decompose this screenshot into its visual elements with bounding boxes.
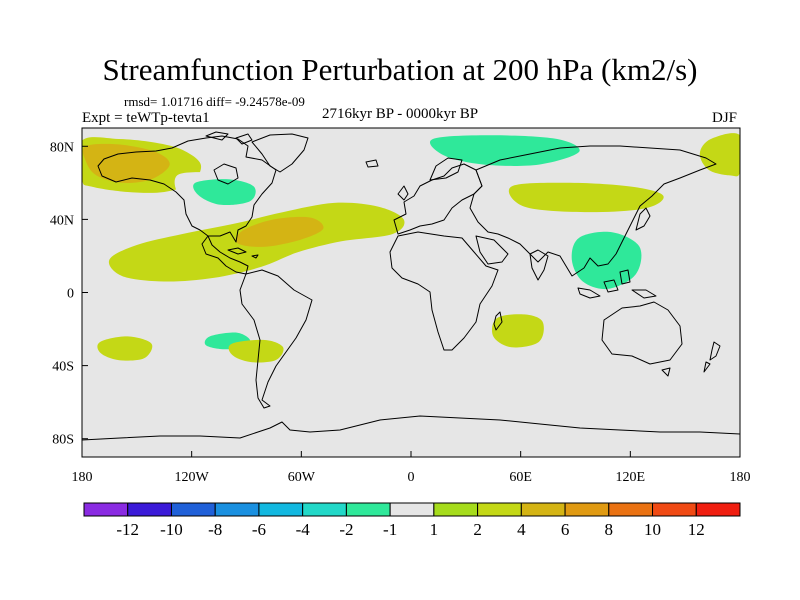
colorbar-box bbox=[83, 502, 129, 517]
colorbar-box bbox=[389, 502, 435, 517]
colorbar-box bbox=[214, 502, 260, 517]
field-southern-ocean-negative bbox=[136, 391, 148, 399]
colorbar-label: 1 bbox=[430, 520, 439, 539]
y-tick-label: 0 bbox=[67, 287, 74, 302]
colorbar-label: -10 bbox=[160, 520, 183, 539]
x-tick-label: 180 bbox=[72, 470, 93, 485]
field-atlantic-core bbox=[235, 216, 324, 247]
x-tick-label: 60E bbox=[509, 470, 532, 485]
x-tick-label: 120E bbox=[616, 470, 646, 485]
coastline-scandinavia bbox=[429, 157, 463, 181]
coastline-north-america bbox=[97, 135, 277, 275]
field-dateline-right-negative bbox=[710, 220, 740, 256]
coastline-japan bbox=[635, 207, 651, 231]
colorbar-box bbox=[302, 502, 347, 517]
coastline-se-asia-islands bbox=[577, 269, 657, 299]
coastline-greenland bbox=[251, 133, 309, 173]
field-asia-core bbox=[571, 231, 642, 290]
field-south-indian-positive bbox=[491, 314, 544, 348]
field-southwest-pacific-positive bbox=[97, 336, 153, 361]
field-dateline-left-negative bbox=[82, 220, 119, 256]
field-north-america-core bbox=[193, 179, 256, 206]
stats-label: rmsd= 1.01716 diff= -9.24578e-09 bbox=[124, 94, 305, 109]
field-west-africa-negative bbox=[350, 265, 375, 279]
x-tick-label: 0 bbox=[408, 470, 415, 485]
colorbar-label: 8 bbox=[605, 520, 614, 539]
coastline-hudson-bay bbox=[213, 163, 239, 185]
colorbar-box bbox=[170, 502, 216, 517]
y-tick-label: 40N bbox=[50, 213, 74, 228]
colorbar-label: -2 bbox=[339, 520, 353, 539]
colorbar-label: 10 bbox=[644, 520, 661, 539]
colorbar-label: -1 bbox=[383, 520, 397, 539]
colorbar-box bbox=[258, 502, 304, 517]
colorbar-box bbox=[695, 502, 741, 517]
field-northeast-pacific-positive bbox=[699, 133, 740, 177]
x-tick-label: 60W bbox=[288, 470, 316, 485]
colorbar-box bbox=[564, 502, 610, 517]
map-axes: 180 120W 60W 0 60E 120E 180 80N 40N 0 40S 80S bbox=[50, 140, 751, 485]
coastline-asia bbox=[469, 145, 717, 277]
coastline-africa bbox=[389, 231, 499, 351]
coastline-india bbox=[529, 249, 549, 281]
x-tick-label: 120W bbox=[175, 470, 210, 485]
coastline-new-zealand bbox=[703, 341, 721, 373]
experiment-label: Expt = teWTp-tevta1 bbox=[82, 110, 210, 126]
colorbar-box bbox=[608, 502, 654, 517]
y-tick-label: 80S bbox=[52, 433, 74, 448]
coastline-madagascar bbox=[493, 311, 503, 331]
colorbar-box bbox=[652, 502, 697, 517]
field-north-pacific-core bbox=[82, 143, 170, 183]
x-tick-label: 180 bbox=[730, 470, 751, 485]
colorbar-label: -4 bbox=[296, 520, 311, 539]
coastline-australia bbox=[601, 301, 683, 377]
colorbar-box bbox=[127, 502, 172, 517]
y-tick-label: 80N bbox=[50, 140, 74, 155]
colorbar-label: 6 bbox=[561, 520, 570, 539]
period-label: 2716kyr BP - 0000kyr BP bbox=[322, 106, 479, 122]
field-south-atlantic-negative bbox=[376, 385, 401, 399]
colorbar-box bbox=[477, 502, 522, 517]
colorbar-label: 12 bbox=[688, 520, 705, 539]
colorbar-label: -6 bbox=[252, 520, 266, 539]
coastlines bbox=[82, 131, 740, 441]
field-eurasia-core bbox=[429, 135, 580, 166]
colorbar-label: -8 bbox=[208, 520, 222, 539]
chart-title: Streamfunction Perturbation at 200 hPa (… bbox=[102, 52, 698, 87]
coastline-caribbean bbox=[227, 247, 259, 259]
coastline-arabia bbox=[475, 235, 509, 265]
field-southeast-pacific-positive bbox=[228, 339, 284, 363]
colorbar-box bbox=[345, 502, 391, 517]
colorbar: -12 -10 -8 -6 -4 -2 -1 1 2 4 6 8 10 12 bbox=[83, 502, 741, 539]
season-label: DJF bbox=[712, 110, 738, 126]
contour-fields bbox=[82, 129, 740, 399]
colorbar-label: -12 bbox=[116, 520, 139, 539]
y-tick-label: 40S bbox=[52, 360, 74, 375]
colorbar-box bbox=[520, 502, 566, 517]
coastline-europe bbox=[393, 163, 483, 235]
colorbar-box bbox=[433, 502, 479, 517]
coastline-antarctica bbox=[82, 415, 740, 441]
coastline-british-isles bbox=[365, 159, 409, 201]
colorbar-label: 4 bbox=[517, 520, 526, 539]
colorbar-label: 2 bbox=[473, 520, 482, 539]
field-siberia-positive bbox=[508, 182, 664, 213]
coastline-south-america bbox=[239, 269, 313, 409]
coastline-arctic-islands bbox=[205, 131, 253, 145]
